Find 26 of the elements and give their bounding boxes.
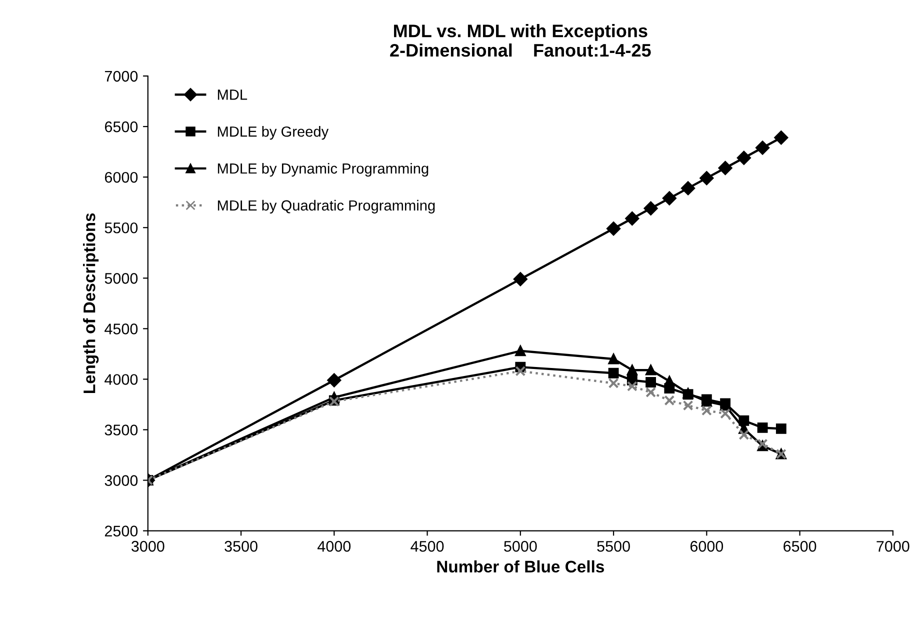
y-tick-label: 4500 [104,324,138,334]
legend-label: MDLE by Dynamic Programming [218,162,428,177]
x-axis-title: Number of Blue Cells [437,560,604,573]
x-tick-label: 4500 [410,540,444,552]
y-tick-label: 5500 [104,222,138,234]
y-tick-label: 6000 [104,172,138,183]
x-tick-label: 3500 [224,540,258,552]
legend-label: MDLE by Greedy [218,126,329,140]
x-tick-label: 4000 [318,540,351,552]
x-tick-label: 7000 [876,540,910,552]
chart-title: MDL vs. MDL with Exceptions 2-Dimensional Fanout:1-4-25 [390,24,651,57]
x-tick-label: 6500 [784,540,816,552]
y-tick-label: 6500 [104,121,138,132]
y-tick-label: 7000 [104,70,138,82]
y-axis-title: Length of Descriptions [83,213,99,394]
x-tick-label: 5000 [504,540,537,552]
x-tick-label: 6000 [690,540,724,552]
y-tick-label: 2500 [104,526,138,536]
y-tick-label: 4000 [104,374,138,385]
y-tick-label: 3000 [104,475,138,486]
x-tick-label: 3000 [131,540,164,552]
legend-label: MDL [218,90,248,100]
y-tick-label: 3500 [104,424,138,436]
y-tick-label: 5000 [104,273,138,284]
x-tick-label: 5500 [597,540,630,552]
legend-label: MDLE by Quadratic Programming [218,200,435,214]
